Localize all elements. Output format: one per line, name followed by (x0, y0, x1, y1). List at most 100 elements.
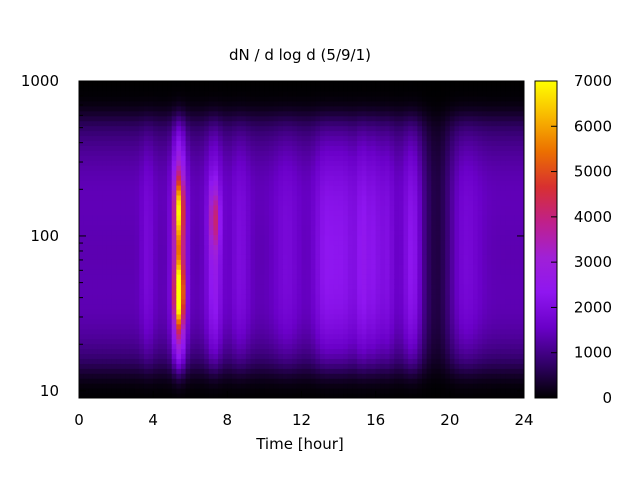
heatmap-cell (180, 110, 187, 117)
heatmap-cell (357, 105, 363, 112)
heatmap-cell (389, 145, 395, 151)
heatmap-cell (167, 125, 173, 132)
heatmap-cell (329, 358, 335, 364)
heatmap-cell (241, 388, 247, 394)
heatmap-cell (357, 333, 363, 340)
heatmap-cell (180, 333, 187, 340)
heatmap-cell (97, 160, 103, 166)
heatmap-cell (120, 180, 126, 186)
heatmap-cell (116, 229, 122, 236)
heatmap-cell (371, 95, 377, 102)
heatmap-cell (97, 239, 103, 246)
heatmap-cell (102, 343, 108, 350)
heatmap-cell (97, 368, 103, 374)
heatmap-cell (315, 85, 321, 92)
heatmap-cell (231, 348, 238, 355)
heatmap-cell (324, 120, 330, 127)
heatmap-cell (338, 313, 344, 320)
heatmap-cell (315, 259, 321, 265)
heatmap-cell (343, 175, 349, 181)
heatmap-cell (83, 219, 89, 226)
heatmap-cell (194, 170, 201, 176)
heatmap-cell (282, 125, 289, 132)
heatmap-cell (333, 333, 340, 340)
heatmap-cell (176, 95, 182, 102)
heatmap-cell (384, 328, 391, 335)
heatmap-cell (371, 358, 377, 364)
heatmap-cell (431, 105, 437, 112)
heatmap-cell (398, 308, 405, 315)
heatmap-cell (306, 358, 312, 364)
heatmap-cell (329, 289, 335, 295)
heatmap-cell (408, 383, 414, 389)
heatmap-cell (218, 140, 224, 146)
heatmap-cell (139, 229, 145, 236)
heatmap-cell (213, 224, 219, 231)
heatmap-cell (134, 209, 140, 216)
heatmap-cell (357, 209, 363, 216)
heatmap-cell (408, 353, 414, 359)
heatmap-cell (287, 120, 293, 127)
heatmap-cell (394, 224, 400, 231)
heatmap-cell (408, 105, 414, 112)
heatmap-cell (408, 289, 414, 295)
heatmap-cell (264, 85, 270, 92)
heatmap-cell (213, 185, 219, 191)
heatmap-cell (357, 224, 363, 231)
heatmap-cell (204, 298, 210, 305)
heatmap-cell (408, 254, 414, 260)
heatmap-cell (371, 363, 377, 369)
heatmap-cell (278, 199, 284, 206)
heatmap-cell (199, 363, 205, 369)
heatmap-cell (167, 105, 173, 112)
heatmap-cell (194, 105, 201, 112)
heatmap-cell (255, 135, 261, 142)
heatmap-cell (236, 204, 242, 211)
heatmap-cell (269, 115, 275, 122)
heatmap-cell (259, 180, 266, 186)
heatmap-cell (384, 338, 391, 345)
heatmap-cell (236, 279, 242, 285)
heatmap-cell (301, 333, 307, 340)
heatmap-cell (357, 368, 363, 374)
heatmap-cell (310, 170, 317, 176)
heatmap-cell (282, 115, 289, 122)
heatmap-cell (102, 219, 108, 226)
heatmap-cell (343, 313, 349, 320)
heatmap-cell (148, 298, 154, 305)
heatmap-cell (426, 353, 432, 359)
heatmap-cell (255, 269, 261, 275)
heatmap-cell (162, 274, 168, 280)
heatmap-cell (287, 368, 293, 374)
heatmap-cell (139, 303, 145, 310)
heatmap-cell (384, 348, 391, 355)
heatmap-cell (79, 298, 85, 305)
heatmap-cell (157, 293, 164, 300)
heatmap-cell (190, 219, 196, 226)
heatmap-cell (375, 170, 381, 176)
heatmap-cell (394, 135, 400, 142)
heatmap-cell (389, 180, 395, 186)
heatmap-cell (111, 298, 117, 305)
heatmap-cell (273, 373, 279, 379)
heatmap-cell (185, 165, 191, 171)
heatmap-cell (343, 244, 349, 250)
heatmap-cell (194, 85, 201, 92)
heatmap-cell (269, 214, 275, 221)
heatmap-cell (180, 239, 187, 246)
heatmap-cell (347, 348, 354, 355)
heatmap-cell (176, 155, 182, 161)
heatmap-cell (422, 199, 428, 206)
heatmap-cell (222, 348, 228, 355)
heatmap-cell (88, 368, 94, 374)
heatmap-cell (125, 229, 131, 236)
heatmap-cell (338, 110, 344, 117)
heatmap-cell (333, 81, 340, 87)
heatmap-cell (343, 90, 349, 97)
heatmap-cell (384, 234, 391, 241)
heatmap-cell (412, 289, 418, 295)
heatmap-cell (106, 234, 113, 241)
heatmap-cell (129, 234, 136, 241)
heatmap-cell (162, 303, 168, 310)
heatmap-cell (171, 170, 177, 176)
